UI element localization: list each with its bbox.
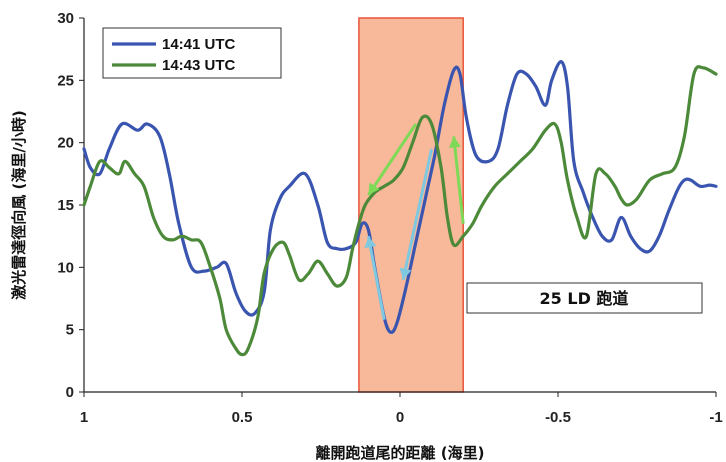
series-line-green <box>82 65 718 357</box>
y-tick-label: 20 <box>57 135 74 152</box>
annotation-arrow-head <box>399 267 412 280</box>
y-tick-label: 10 <box>57 259 74 276</box>
legend-label: 14:43 UTC <box>162 57 236 74</box>
y-tick-label: 5 <box>66 322 74 339</box>
x-tick-label: 0.5 <box>232 409 253 426</box>
runway-label-box <box>466 282 703 314</box>
x-axis-title: 離開跑道尾的距離 (海里) <box>316 444 485 462</box>
annotation-arrow-head <box>364 236 377 249</box>
runway-label: 25 LD 跑道 <box>540 289 629 308</box>
legend-label: 14:41 UTC <box>162 36 236 53</box>
annotation-arrow-shaft <box>367 123 418 196</box>
annotation-arrow-shaft <box>366 235 386 320</box>
x-tick-label: 0 <box>396 409 404 426</box>
legend-box <box>102 27 282 79</box>
annotation-arrow-head <box>448 136 461 149</box>
y-tick-label: 25 <box>57 72 74 89</box>
y-tick-label: 30 <box>57 10 74 27</box>
annotation-arrow-shaft <box>401 148 434 281</box>
annotation-arrow-head <box>368 182 380 196</box>
annotation-arrow-shaft <box>452 136 465 224</box>
series-line-blue <box>82 60 718 335</box>
runway-highlight-region <box>358 17 464 393</box>
y-axis-title: 激光雷達徑向風 (海里/小時) <box>10 110 28 299</box>
y-tick-label: 15 <box>57 197 74 214</box>
x-tick-label: -1 <box>709 409 722 426</box>
x-tick-label: 1 <box>80 409 88 426</box>
y-tick-label: 0 <box>66 384 74 401</box>
x-tick-label: -0.5 <box>545 409 571 426</box>
